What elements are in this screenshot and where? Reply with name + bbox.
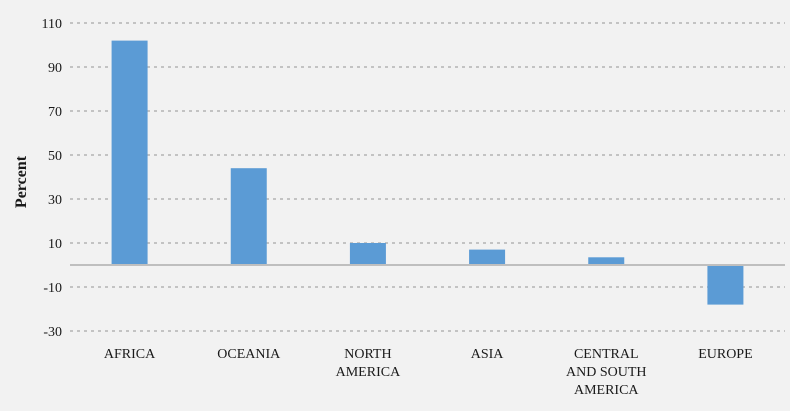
x-category-label: CENTRAL: [574, 347, 639, 362]
y-tick-label: 10: [48, 237, 62, 252]
y-tick-label: -30: [43, 325, 62, 340]
y-tick-label: 50: [48, 149, 62, 164]
y-tick-label: 70: [48, 105, 62, 120]
x-category-label: NORTH: [344, 347, 391, 362]
x-category-label: AND SOUTH: [566, 365, 647, 380]
y-axis-ticks: 110 90 70 50 30 10 -10 -30: [42, 17, 62, 340]
x-category-label: AMERICA: [574, 383, 639, 398]
bar: [707, 265, 744, 305]
bar: [111, 40, 148, 265]
bars: [111, 40, 744, 305]
y-axis-title: Percent: [13, 155, 30, 208]
x-category-label: EUROPE: [698, 347, 752, 362]
bar: [349, 243, 386, 265]
bar: [469, 249, 506, 265]
y-tick-label: -10: [43, 281, 62, 296]
y-tick-label: 90: [48, 61, 62, 76]
x-category-label: OCEANIA: [217, 347, 281, 362]
x-category-label: AMERICA: [336, 365, 401, 380]
x-axis-categories: AFRICA OCEANIA NORTH AMERICA ASIA CENTRAL AND …: [104, 347, 753, 398]
y-tick-label: 30: [48, 193, 62, 208]
bar: [588, 257, 625, 265]
grid-lines: [70, 22, 785, 332]
y-tick-label: 110: [42, 17, 62, 32]
x-category-label: AFRICA: [104, 347, 156, 362]
bar: [230, 168, 267, 265]
x-category-label: ASIA: [471, 347, 505, 362]
